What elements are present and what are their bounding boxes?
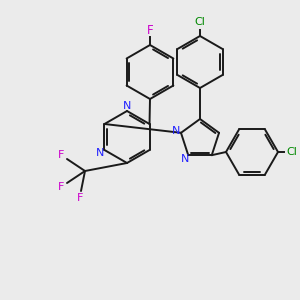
- Text: F: F: [147, 25, 153, 38]
- Text: F: F: [58, 150, 64, 160]
- Text: Cl: Cl: [286, 147, 297, 157]
- Text: N: N: [181, 154, 190, 164]
- Text: F: F: [76, 193, 83, 203]
- Text: F: F: [58, 182, 64, 192]
- Text: Cl: Cl: [195, 17, 206, 27]
- Text: N: N: [123, 101, 131, 111]
- Text: N: N: [96, 148, 104, 158]
- Text: N: N: [172, 126, 180, 136]
